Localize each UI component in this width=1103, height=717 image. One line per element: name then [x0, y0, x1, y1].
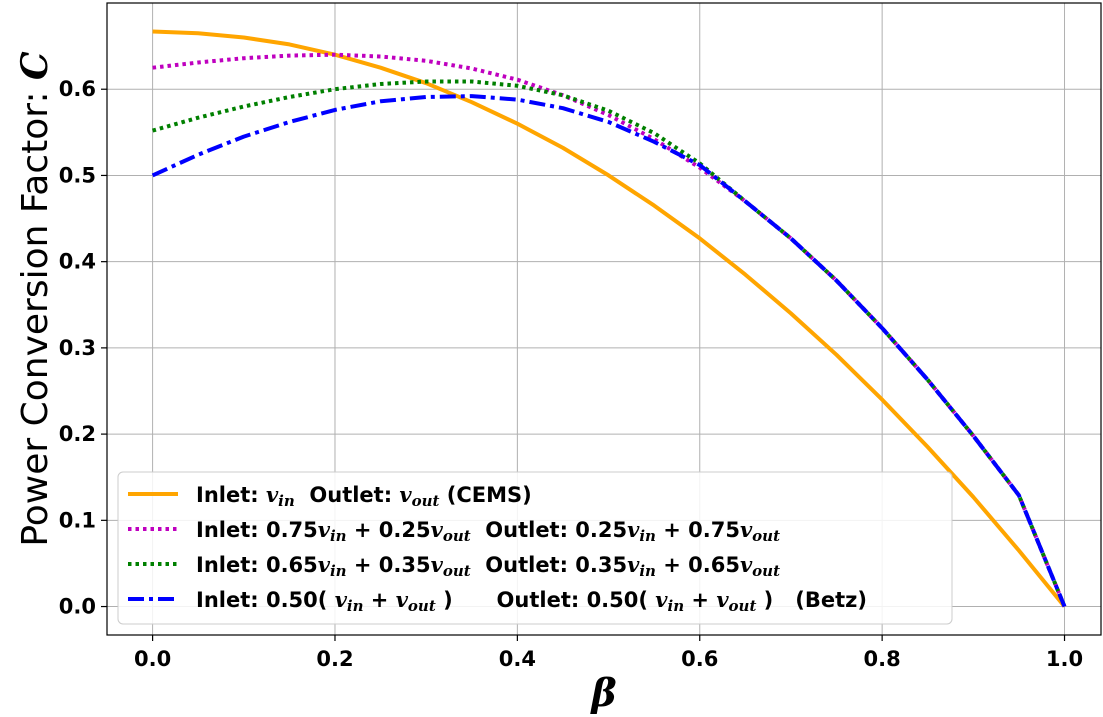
legend-label-part: v [431, 517, 444, 542]
legend-label-part: v [396, 587, 409, 612]
y-tick-label: 0.2 [59, 422, 96, 446]
legend: Inlet: vin Outlet: vout (CEMS)Inlet: 0.7… [117, 471, 953, 625]
legend-label-part: + 0.65 [656, 553, 740, 577]
legend-label-part: v [740, 517, 753, 542]
y-axis-label-symbol: C [14, 51, 56, 80]
legend-label-2: Inlet: 0.75vin + 0.25vout Outlet: 0.25vi… [196, 517, 780, 545]
legend-label-part: Inlet: [196, 483, 266, 507]
legend-label-part: out [752, 562, 780, 580]
legend-label-part: + [684, 588, 716, 612]
y-axis-label: Power Conversion Factor: C [14, 51, 56, 547]
legend-label-part: in [347, 597, 364, 615]
legend-label-part: v [716, 587, 729, 612]
legend-label-part: in [278, 492, 295, 510]
legend-label-part: Outlet: [295, 483, 400, 507]
y-tick-label: 0.6 [59, 77, 96, 101]
legend-label-part: in [330, 562, 347, 580]
legend-label-part: Inlet: 0.50( [196, 588, 335, 612]
legend-label-part: Outlet: 0.25 [471, 518, 627, 542]
legend-label-part: v [266, 482, 279, 507]
x-tick-label: 0.8 [864, 647, 901, 671]
legend-label-part: out [408, 597, 436, 615]
legend-label-part: v [655, 587, 668, 612]
legend-label-part: in [639, 527, 656, 545]
legend-label-part: in [639, 562, 656, 580]
legend-label-part: v [740, 552, 753, 577]
legend-label-part: + 0.25 [347, 518, 431, 542]
y-axis-label-text: Power Conversion Factor: [15, 80, 56, 547]
legend-label-1: Inlet: vin Outlet: vout (CEMS) [196, 482, 532, 510]
legend-label-part: out [729, 597, 757, 615]
legend-label-part: out [752, 527, 780, 545]
x-tick-label: 0.4 [499, 647, 536, 671]
series-layer [151, 29, 1067, 608]
legend-label-part: v [318, 517, 331, 542]
legend-label-part: + 0.75 [656, 518, 740, 542]
y-tick-label: 0.1 [59, 508, 96, 532]
series-line-2 [152, 52, 1067, 608]
y-tick-label: 0.5 [59, 163, 96, 187]
legend-label-part: Inlet: 0.65 [196, 553, 318, 577]
legend-label-part: ) (Betz) [756, 588, 867, 612]
legend-label-part: v [335, 587, 348, 612]
legend-label-part: out [443, 562, 471, 580]
legend-label-part: v [627, 552, 640, 577]
legend-box [117, 471, 953, 625]
series-line-4 [151, 94, 1067, 608]
legend-label-part: v [399, 482, 412, 507]
y-tick-label: 0.4 [59, 250, 96, 274]
legend-label-part: v [431, 552, 444, 577]
legend-label-part: in [668, 597, 685, 615]
legend-label-4: Inlet: 0.50( vin + vout ) Outlet: 0.50( … [196, 587, 867, 615]
legend-label-part: in [330, 527, 347, 545]
x-tick-label: 0.0 [134, 647, 171, 671]
x-tick-label: 0.2 [316, 647, 353, 671]
legend-label-3: Inlet: 0.65vin + 0.35vout Outlet: 0.35vi… [196, 552, 780, 580]
x-axis-label: β [589, 670, 616, 715]
y-tick-label: 0.0 [59, 595, 96, 619]
legend-label-part: + 0.35 [347, 553, 431, 577]
series-line-1 [152, 29, 1067, 608]
legend-label-part: (CEMS) [439, 483, 531, 507]
legend-label-part: v [318, 552, 331, 577]
legend-label-part: ) Outlet: 0.50( [436, 588, 656, 612]
legend-label-part: out [412, 492, 440, 510]
y-tick-label: 0.3 [59, 336, 96, 360]
grid-lines [107, 3, 1101, 635]
legend-label-part: out [443, 527, 471, 545]
plot-frame [106, 2, 1102, 636]
y-axis-ticks: 0.0 0.1 0.2 0.3 0.4 0.5 0.6 [59, 77, 107, 619]
x-axis-ticks: 0.0 0.2 0.4 0.6 0.8 1.0 [134, 635, 1083, 671]
legend-label-part: Outlet: 0.35 [471, 553, 627, 577]
legend-label-part: + [364, 588, 396, 612]
x-tick-label: 0.6 [681, 647, 718, 671]
legend-label-part: Inlet: 0.75 [196, 518, 318, 542]
legend-label-part: v [627, 517, 640, 542]
x-tick-label: 1.0 [1046, 647, 1083, 671]
